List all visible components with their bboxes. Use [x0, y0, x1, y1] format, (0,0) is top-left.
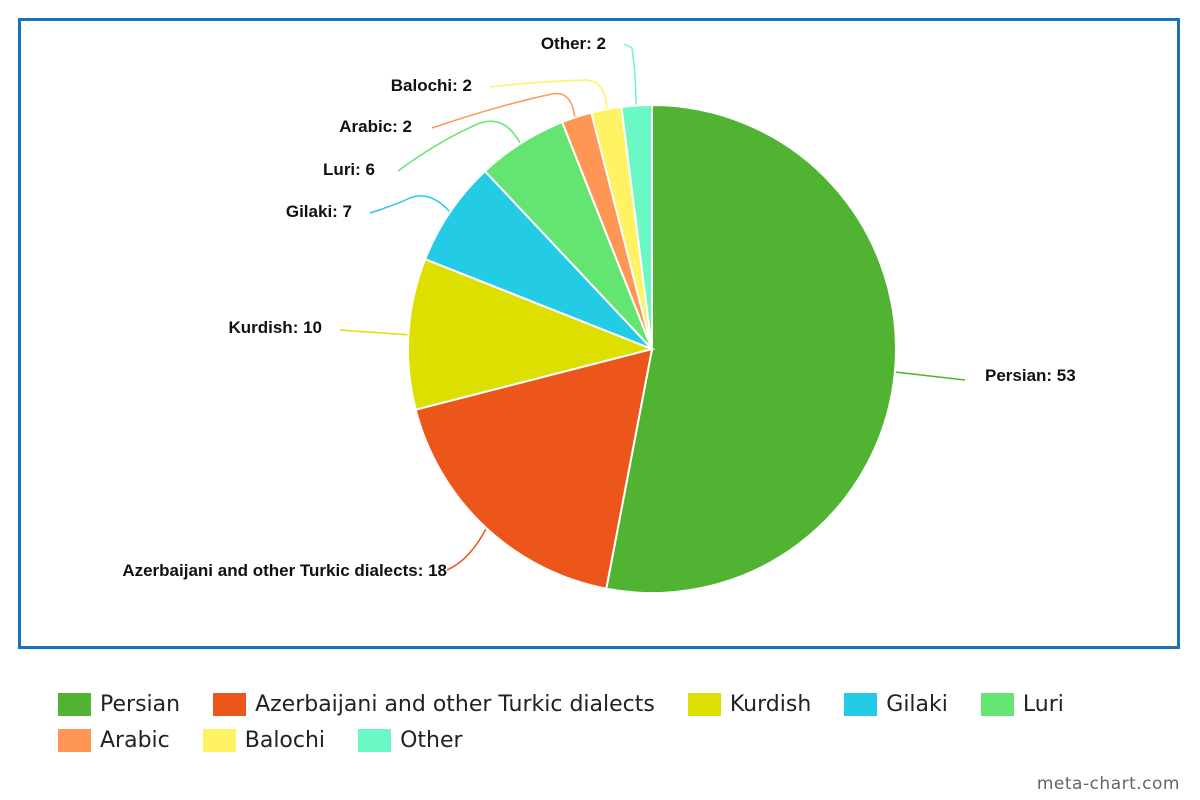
legend-swatch: [213, 692, 247, 716]
legend-swatch: [687, 692, 721, 716]
slice-label: Kurdish: 10: [228, 318, 322, 337]
legend-item[interactable]: Other: [358, 727, 463, 753]
connector-line: [489, 79, 608, 112]
legend-swatch: [980, 692, 1014, 716]
legend-item[interactable]: Kurdish: [687, 691, 812, 717]
legend-row: Persian Azerbaijani and other Turkic dial…: [58, 686, 1168, 722]
legend-label: Azerbaijani and other Turkic dialects: [255, 691, 655, 717]
pie-slice-kurdish[interactable]: [407, 257, 656, 411]
connector-line: [446, 526, 488, 571]
legend-item[interactable]: Gilaki: [844, 692, 948, 717]
legend-swatch: [844, 692, 878, 716]
slice-label: Azerbaijani and other Turkic dialects: 1…: [122, 561, 447, 580]
legend-item[interactable]: Luri: [980, 691, 1064, 717]
legend-item[interactable]: Balochi: [202, 727, 326, 753]
legend-swatch: [58, 728, 91, 752]
connector-line: [339, 329, 412, 336]
legend-label: Persian: [100, 691, 181, 717]
pie-slices: [407, 103, 897, 594]
legend-label: Luri: [1022, 691, 1064, 717]
pie-slice-other[interactable]: [620, 103, 653, 350]
slice-label: Other: 2: [541, 34, 606, 53]
pie-chart: Persian: 53 Azerbaijani and other Turkic …: [122, 34, 1076, 594]
pie-slice-azerbaijani[interactable]: [414, 347, 654, 590]
connector-line: [397, 120, 521, 172]
slice-label: Arabic: 2: [339, 117, 412, 136]
slice-labels: Persian: 53 Azerbaijani and other Turkic …: [122, 34, 1075, 580]
legend-item[interactable]: Persian: [58, 692, 180, 717]
watermark: meta-chart.com: [1036, 774, 1180, 794]
connector-line: [369, 195, 451, 214]
slice-label: Persian: 53: [985, 366, 1076, 385]
connector-lines: [339, 43, 966, 571]
legend-item[interactable]: Azerbaijani and other Turkic dialects: [213, 692, 655, 717]
legend-label: Other: [400, 727, 463, 753]
connector-line: [894, 371, 966, 381]
legend-label: Gilaki: [886, 691, 948, 717]
connector-line: [623, 43, 637, 108]
legend-row: Arabic Balochi Other: [58, 722, 1168, 758]
legend-item[interactable]: Arabic: [58, 728, 170, 753]
connector-line: [431, 92, 576, 129]
pie-slice-gilaki[interactable]: [423, 169, 653, 350]
slice-label: Balochi: 2: [391, 76, 472, 95]
slice-label: Luri: 6: [323, 160, 375, 179]
legend-label: Arabic: [100, 727, 170, 753]
legend: Persian Azerbaijani and other Turkic dial…: [58, 686, 1168, 758]
slice-label: Gilaki: 7: [286, 202, 352, 221]
legend-label: Balochi: [244, 727, 326, 753]
legend-label: Kurdish: [729, 691, 812, 717]
pie-slice-persian[interactable]: [605, 103, 897, 594]
legend-swatch: [202, 728, 236, 752]
legend-swatch: [358, 728, 392, 752]
legend-swatch: [58, 692, 91, 716]
